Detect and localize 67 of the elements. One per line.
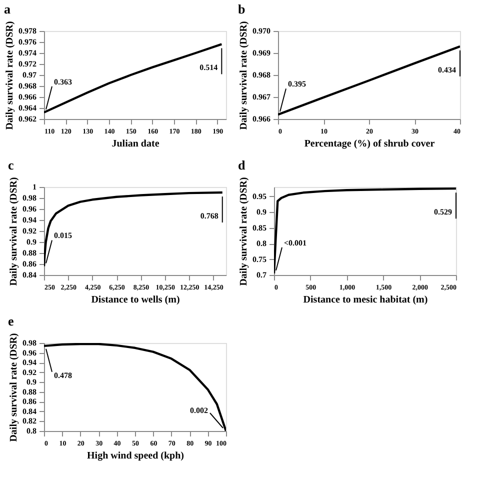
y-tick-label: 0.972 bbox=[18, 60, 36, 68]
y-tick-label: 0.88 bbox=[22, 248, 36, 258]
y-tick-label: 0.968 bbox=[18, 82, 36, 90]
x-axis-title: Julian date bbox=[112, 138, 160, 150]
y-tick-label: 0.98 bbox=[22, 338, 36, 348]
annotation: 0.434 bbox=[438, 65, 456, 74]
y-tick-label: 0.86 bbox=[22, 260, 36, 268]
y-tick-label: 0.75 bbox=[252, 254, 266, 264]
y-tick-label: 0.82 bbox=[22, 416, 36, 426]
line-series bbox=[44, 191, 224, 268]
y-tick-label: 0.94 bbox=[22, 216, 36, 224]
annotation: 0.514 bbox=[200, 63, 218, 72]
y-axis-title: Daily survival rate (DSR) bbox=[4, 21, 16, 130]
annotation: 0.529 bbox=[434, 208, 452, 217]
y-tick-label: 0.96 bbox=[22, 204, 36, 214]
y-tick-label: 0.964 bbox=[18, 104, 36, 112]
y-tick-label: 0.9 bbox=[256, 208, 266, 217]
chart-title: c bbox=[8, 158, 14, 173]
y-tick-label: 0.962 bbox=[18, 114, 36, 124]
y-tick-label: 0.96 bbox=[22, 348, 36, 358]
y-tick-label: 0.966 bbox=[18, 92, 36, 102]
y-tick-label: 0.9 bbox=[26, 238, 36, 246]
y-tick-label: 0.95 bbox=[252, 192, 266, 201]
y-tick-label: 0.974 bbox=[18, 48, 36, 58]
y-tick-label: 0.978 bbox=[18, 26, 36, 36]
annotation: 0.395 bbox=[288, 80, 306, 89]
y-tick-label: 0.970 bbox=[252, 26, 270, 36]
y-tick-label: 0.976 bbox=[18, 38, 36, 46]
annotation: 0.015 bbox=[54, 231, 72, 240]
x-axis-title: Distance to mesic habitat (m) bbox=[303, 294, 428, 306]
x-axis-title: Distance to wells (m) bbox=[91, 294, 180, 306]
y-tick-label: 0.966 bbox=[252, 114, 270, 124]
chart-title: d bbox=[238, 158, 246, 173]
y-tick-label: 0.85 bbox=[252, 223, 266, 232]
y-tick-label: 0.9 bbox=[26, 378, 36, 387]
y-tick-label: 0.88 bbox=[22, 387, 36, 396]
annotation: 0.002 bbox=[190, 406, 208, 415]
line-series bbox=[44, 43, 223, 114]
y-tick-label: 0.7 bbox=[256, 270, 266, 280]
y-tick-label: 0.969 bbox=[252, 48, 270, 58]
y-tick-label: 0.98 bbox=[22, 194, 36, 202]
y-axis-title: Daily survival rate (DSR) bbox=[8, 333, 20, 442]
x-axis-title: Percentage (%) of shrub cover bbox=[304, 138, 436, 150]
y-tick-label: 0.97 bbox=[22, 70, 36, 80]
y-tick-label: 0.86 bbox=[22, 397, 36, 406]
x-axis-title: High wind speed (kph) bbox=[87, 450, 184, 462]
line-series bbox=[278, 45, 460, 116]
annotation: 0.478 bbox=[54, 370, 72, 380]
y-tick-label: 0.84 bbox=[22, 406, 36, 416]
annotation: <0.001 bbox=[284, 238, 307, 248]
y-tick-label: 0.92 bbox=[22, 226, 36, 236]
y-tick-label: 0.967 bbox=[252, 92, 270, 102]
y-tick-label: 0.8 bbox=[256, 239, 266, 248]
annotation: 0.768 bbox=[200, 212, 218, 220]
y-tick-label: 0.94 bbox=[22, 358, 36, 368]
y-axis-title: Daily survival rate (DSR) bbox=[238, 21, 250, 130]
y-tick-label: 0.8 bbox=[26, 426, 36, 436]
chart-title: b bbox=[238, 2, 246, 17]
y-tick-label: 0.968 bbox=[252, 70, 270, 80]
y-axis-title: Daily survival rate (DSR) bbox=[8, 177, 20, 286]
chart-title: e bbox=[8, 314, 14, 329]
y-tick-label: 1 bbox=[32, 182, 36, 192]
y-axis-title: Daily survival rate (DSR) bbox=[238, 177, 250, 286]
y-tick-label: 0.92 bbox=[22, 368, 36, 377]
annotation: 0.363 bbox=[54, 77, 72, 86]
y-tick-label: 0.84 bbox=[22, 270, 36, 280]
chart-title: a bbox=[4, 2, 11, 17]
